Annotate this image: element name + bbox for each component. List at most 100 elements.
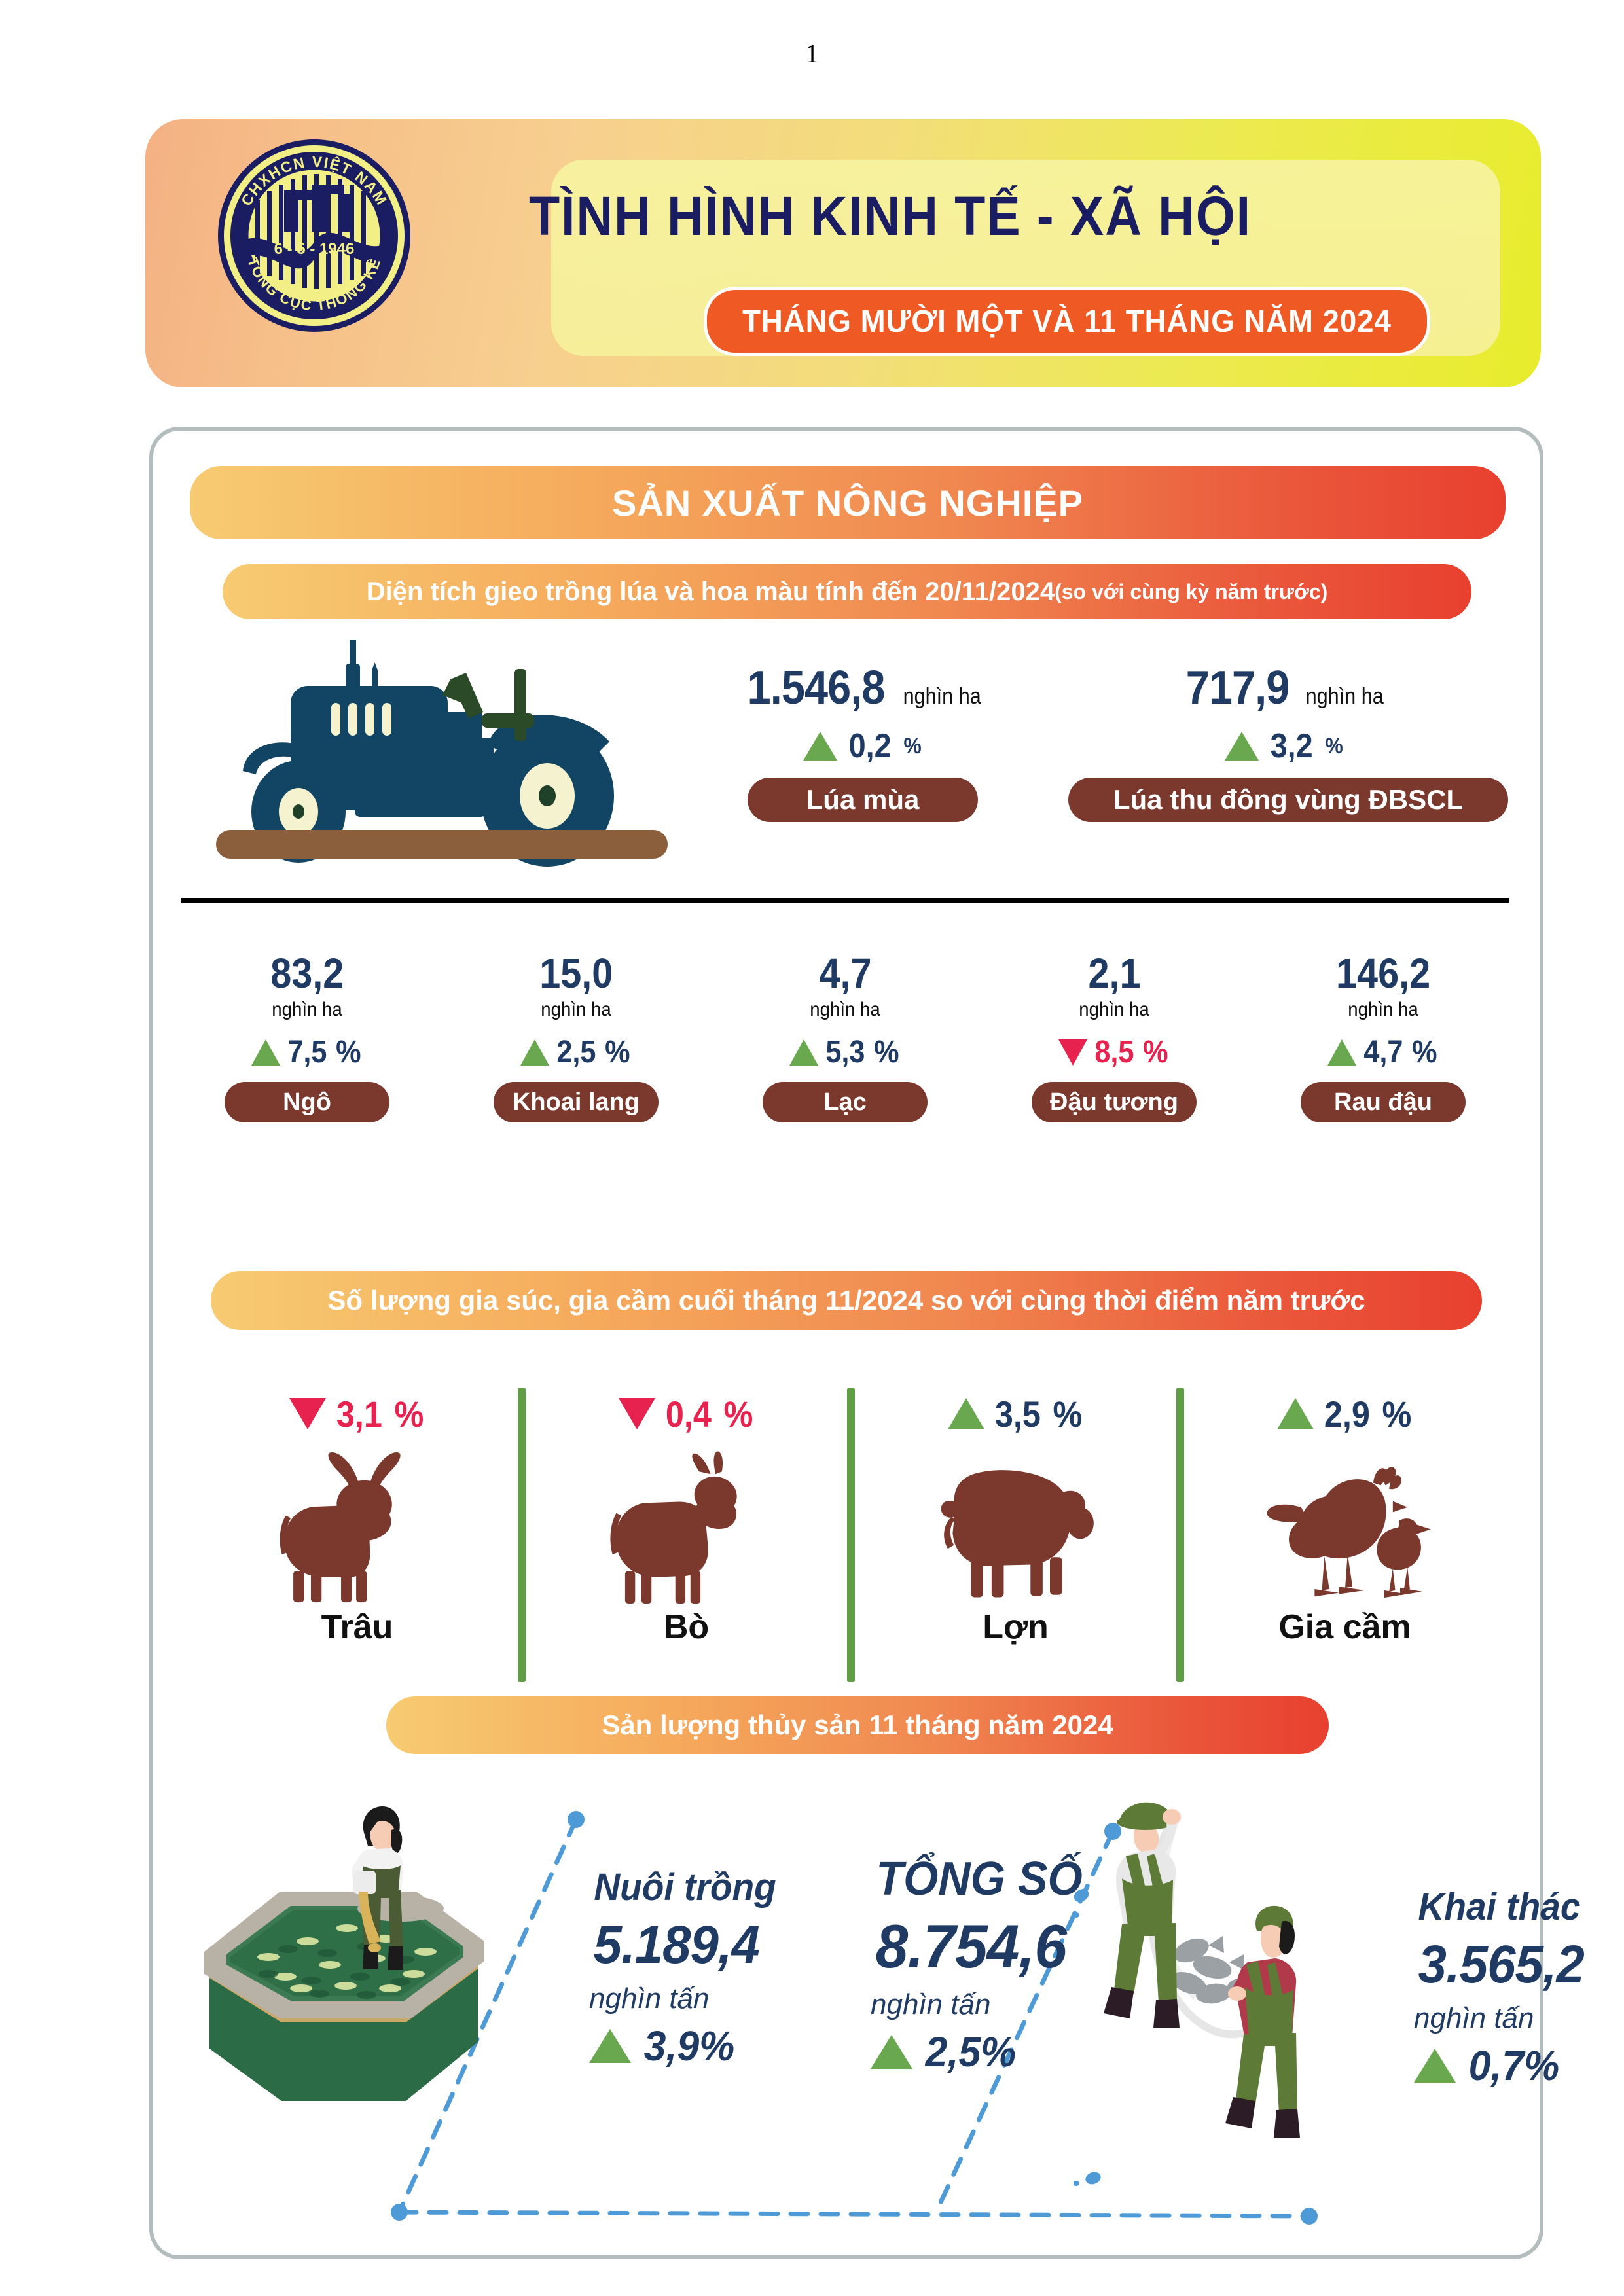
crop-change-2: 5,3 — [825, 1035, 865, 1069]
crop-stat-0: 83,2 nghìn ha 7,5% Ngô — [181, 949, 433, 1122]
livestock-divider — [847, 1388, 855, 1682]
livestock-stat-0: 3,1% Trâu — [196, 1388, 518, 1695]
crops-banner-main: Diện tích gieo trồng lúa và hoa màu tính… — [366, 577, 1055, 606]
crop-unit-2: nghìn ha — [810, 999, 880, 1020]
triangle-down-icon — [289, 1398, 326, 1429]
rice-stat-1: 717,9 nghìn ha 3,2% Lúa thu đông vùng ĐBS… — [1068, 661, 1508, 822]
gso-logo: CHXHCN VIỆT NAM TỔNG CỤC THỐNG KÊ 6 - 5 … — [216, 137, 412, 334]
livestock-change-3: 2,9 — [1324, 1393, 1370, 1435]
crop-unit-0: nghìn ha — [272, 999, 342, 1020]
livestock-label-1: Bò — [663, 1608, 710, 1646]
percent-symbol: % — [1053, 1393, 1082, 1435]
section-divider — [181, 898, 1509, 903]
percent-symbol: % — [1382, 1393, 1411, 1435]
fishery-stat-1: TỔNG SỐ 8.754,6 nghìn tấn 2,5% — [871, 1852, 1159, 2076]
pig-icon — [931, 1440, 1101, 1604]
triangle-up-icon — [520, 1039, 550, 1066]
fishery-change-1: 2,5% — [925, 2028, 1017, 2075]
triangle-up-icon — [251, 1039, 281, 1066]
crop-label-0: Ngô — [225, 1082, 389, 1122]
page-title: TÌNH HÌNH KINH TẾ - XÃ HỘI — [529, 185, 1252, 247]
crop-stat-3: 2,1 nghìn ha 8,5% Đậu tương — [988, 949, 1240, 1122]
crop-change-3: 8,5 — [1094, 1035, 1134, 1069]
fishery-value-0: 5.189,4 — [593, 1915, 760, 1975]
rice-change-1: 3,2 — [1270, 727, 1313, 765]
fishery-stat-2: Khai thác 3.565,2 nghìn tấn 0,7% — [1414, 1885, 1624, 2090]
rice-value-1: 717,9 — [1185, 662, 1290, 714]
fishery-unit-2: nghìn tấn — [1414, 2002, 1534, 2034]
crop-change-1: 2,5 — [556, 1035, 596, 1069]
rice-label-1: Lúa thu đông vùng ĐBSCL — [1068, 778, 1508, 822]
fishery-value-1: 8.754,6 — [875, 1912, 1067, 1981]
fishery-change-2: 0,7% — [1468, 2042, 1560, 2089]
percent-symbol: % — [605, 1035, 630, 1069]
livestock-row: 3,1% Trâu — [196, 1388, 1506, 1695]
fishery-value-2: 3.565,2 — [1418, 1935, 1585, 1994]
cow-icon — [605, 1440, 768, 1604]
rice-unit-0: nghìn ha — [903, 684, 982, 709]
crop-label-4: Rau đậu — [1301, 1082, 1466, 1122]
percent-symbol: % — [903, 733, 922, 759]
livestock-divider — [518, 1388, 526, 1682]
crop-value-3: 2,1 — [1087, 950, 1141, 997]
crop-value-0: 83,2 — [270, 950, 344, 997]
livestock-banner: Số lượng gia súc, gia cầm cuối tháng 11/… — [211, 1271, 1482, 1330]
ground-bar — [216, 830, 668, 859]
triangle-up-icon — [1224, 732, 1259, 761]
livestock-stat-2: 3,5% Lợn — [855, 1388, 1176, 1695]
rice-change-0: 0,2 — [848, 727, 892, 765]
crop-change-4: 4,7 — [1363, 1035, 1403, 1069]
livestock-stat-3: 2,9% — [1184, 1388, 1506, 1695]
percent-symbol: % — [723, 1393, 753, 1435]
fishery-stat-0: Nuôi trồng 5.189,4 nghìn tấn 3,9% — [589, 1865, 864, 2070]
livestock-divider — [1176, 1388, 1184, 1682]
fisheries-section: Nuôi trồng 5.189,4 nghìn tấn 3,9% TỔNG S… — [157, 1754, 1585, 2251]
crop-value-2: 4,7 — [818, 950, 872, 997]
livestock-label-3: Gia cầm — [1278, 1608, 1411, 1646]
crop-change-0: 7,5 — [287, 1035, 327, 1069]
fish-pond-illustration — [170, 1761, 537, 2166]
period-badge-label: THÁNG MƯỜI MỘT VÀ 11 THÁNG NĂM 2024 — [742, 304, 1392, 339]
fishery-unit-1: nghìn tấn — [871, 1988, 991, 2020]
triangle-down-icon — [1058, 1039, 1088, 1066]
crops-banner: Diện tích gieo trồng lúa và hoa màu tính… — [223, 564, 1471, 619]
livestock-stat-1: 0,4% Bò — [526, 1388, 847, 1695]
rice-stat-0: 1.546,8 nghìn ha 0,2% Lúa mùa — [706, 661, 1020, 822]
triangle-down-icon — [618, 1398, 655, 1429]
triangle-up-icon — [589, 2029, 631, 2063]
poultry-icon — [1254, 1440, 1437, 1604]
percent-symbol: % — [874, 1035, 899, 1069]
percent-symbol: % — [1412, 1035, 1437, 1069]
livestock-change-0: 3,1 — [336, 1393, 382, 1435]
crop-unit-3: nghìn ha — [1079, 999, 1149, 1020]
crop-unit-4: nghìn ha — [1348, 999, 1418, 1020]
triangle-up-icon — [947, 1398, 984, 1429]
fishery-title-0: Nuôi trồng — [594, 1866, 776, 1909]
logo-date-text: 6 - 5 - 1946 — [274, 240, 355, 258]
crop-value-4: 146,2 — [1335, 950, 1431, 997]
crops-banner-note: (so với cùng kỳ năm trước) — [1055, 579, 1328, 603]
fishery-unit-0: nghìn tấn — [589, 1982, 710, 2015]
fishermen-illustration — [1073, 1793, 1388, 2199]
fishery-title-2: Khai thác — [1418, 1886, 1581, 1928]
crop-label-3: Đậu tương — [1032, 1082, 1197, 1122]
crop-label-1: Khoai lang — [494, 1082, 659, 1122]
triangle-up-icon — [789, 1039, 819, 1066]
crop-unit-1: nghìn ha — [541, 999, 611, 1020]
rice-unit-1: nghìn ha — [1306, 684, 1384, 709]
triangle-up-icon — [1276, 1398, 1314, 1429]
crop-stat-4: 146,2 nghìn ha 4,7% Rau đậu — [1257, 949, 1509, 1122]
crops-row: 83,2 nghìn ha 7,5% Ngô 15,0 nghìn ha 2,5… — [181, 949, 1509, 1122]
percent-symbol: % — [1325, 733, 1343, 759]
rice-label-0: Lúa mùa — [748, 778, 978, 822]
rice-value-0: 1.546,8 — [747, 662, 886, 714]
crop-value-1: 15,0 — [539, 950, 613, 997]
section-title-agriculture: SẢN XUẤT NÔNG NGHIỆP — [190, 466, 1506, 539]
fishery-change-0: 3,9% — [643, 2022, 735, 2070]
triangle-up-icon — [803, 732, 837, 761]
triangle-up-icon — [871, 2035, 912, 2069]
livestock-label-2: Lợn — [983, 1608, 1049, 1646]
period-badge: THÁNG MƯỜI MỘT VÀ 11 THÁNG NĂM 2024 — [704, 287, 1430, 356]
percent-symbol: % — [1143, 1035, 1168, 1069]
triangle-up-icon — [1327, 1039, 1357, 1066]
